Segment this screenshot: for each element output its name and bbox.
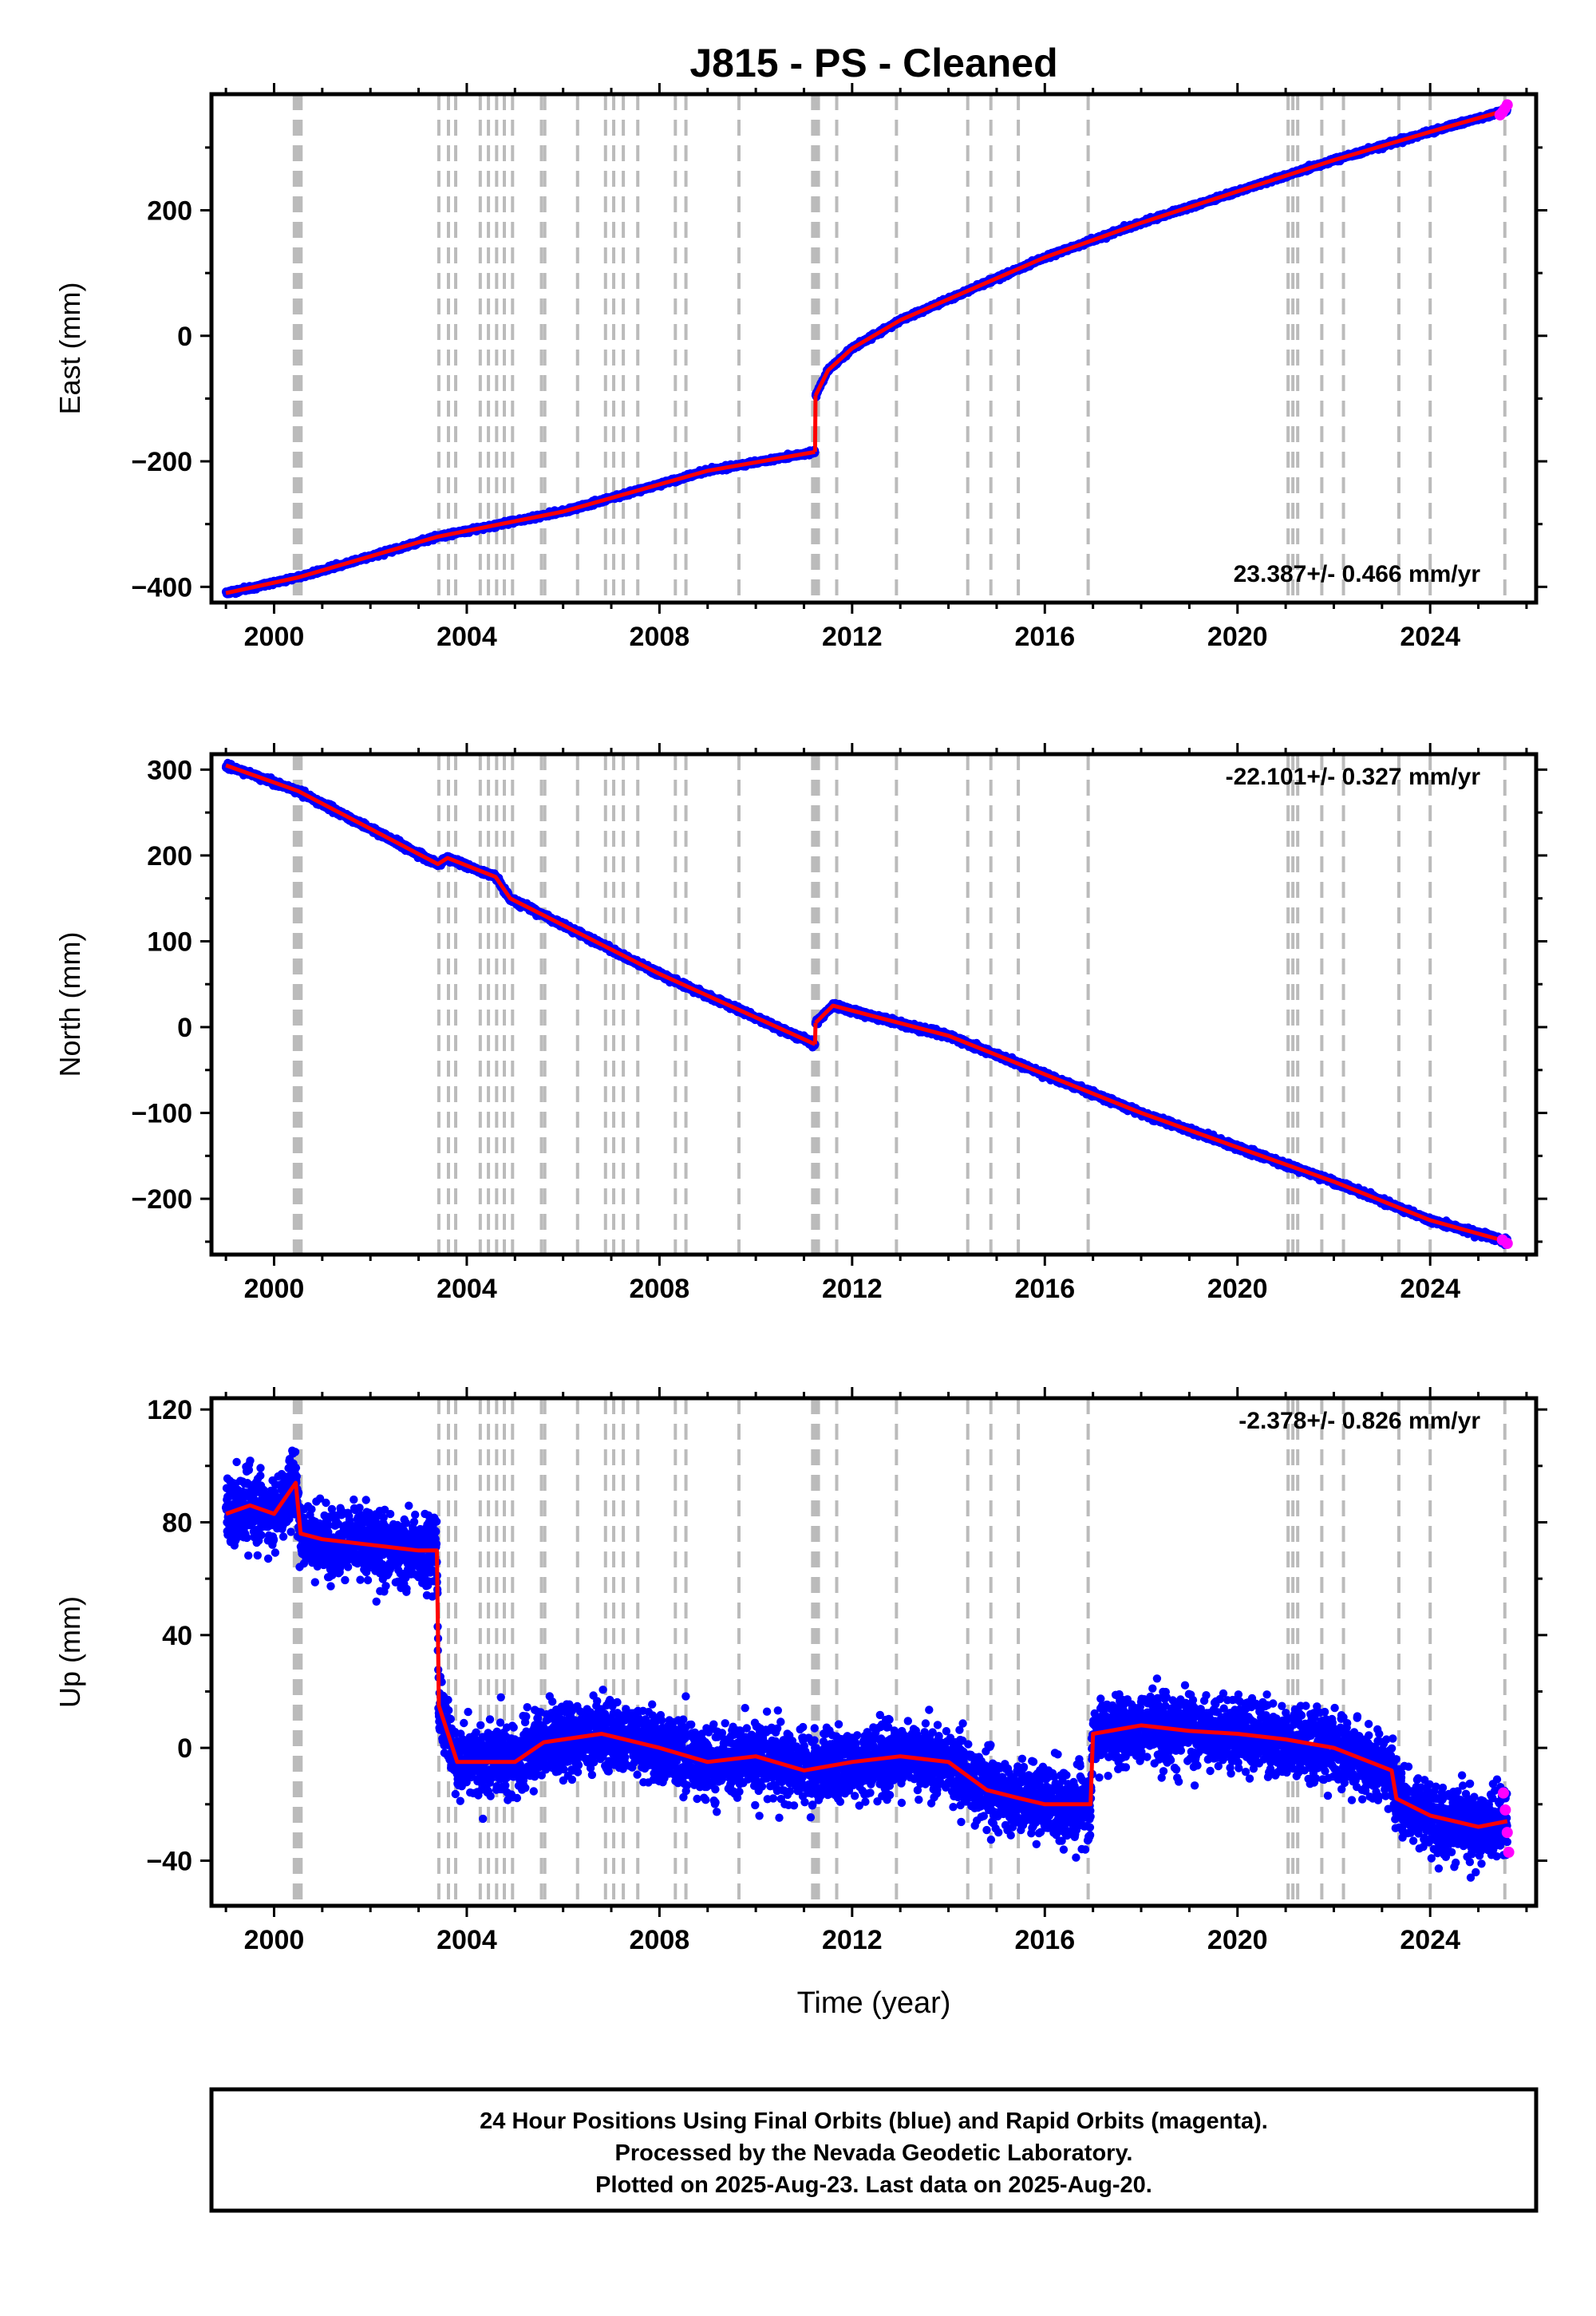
east-panel: 2000 2004 2008 2012 2016 2020 2024−400−2000200…: [53, 83, 1547, 652]
final-orbit-points: [221, 104, 1512, 599]
figure-title: J815 - PS - Cleaned: [689, 41, 1057, 85]
